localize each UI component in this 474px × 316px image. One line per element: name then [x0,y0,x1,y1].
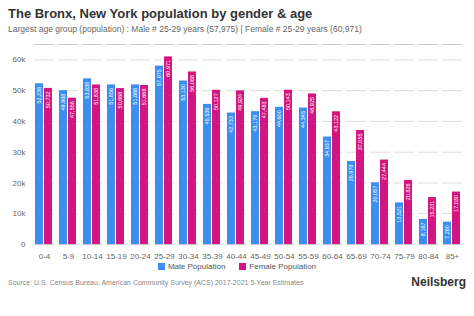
html-text:Neilsberg: Neilsberg [411,275,466,289]
svg-text:53,838: 53,838 [84,82,90,99]
svg-text:51,838: 51,838 [93,88,99,105]
svg-text:47,483: 47,483 [261,101,267,118]
svg-text:60k: 60k [13,55,27,64]
svg-text:20-24: 20-24 [130,252,151,260]
svg-text:52,236: 52,236 [36,87,42,104]
svg-text:60-64: 60-64 [322,252,343,260]
svg-text:27,444: 27,444 [381,163,387,180]
svg-text:10-14: 10-14 [82,252,103,260]
svg-text:8,167: 8,167 [420,222,426,236]
svg-text:75-79: 75-79 [394,252,415,260]
svg-text:15-19: 15-19 [106,252,127,260]
svg-text:35-39: 35-39 [202,252,223,260]
svg-text:17,030: 17,030 [453,195,459,212]
svg-text:26,978: 26,978 [348,164,354,181]
svg-text:80-84: 80-84 [418,252,439,260]
svg-text:0: 0 [21,240,26,249]
svg-text:43,179: 43,179 [252,115,258,132]
svg-text:44,600: 44,600 [276,110,282,127]
svg-text:40k: 40k [13,117,27,126]
svg-text:70-74: 70-74 [370,252,391,260]
svg-text:37,055: 37,055 [357,133,363,150]
svg-text:42,733: 42,733 [228,116,234,133]
svg-text:5-9: 5-9 [63,252,75,260]
svg-text:20k: 20k [13,179,27,188]
html-text:Female Population: Female Population [249,262,316,271]
html-text:The Bronx, New York population: The Bronx, New York population by gender… [8,6,313,21]
svg-text:50,143: 50,143 [285,93,291,110]
svg-text:44,345: 44,345 [300,111,306,128]
svg-text:50-54: 50-54 [274,252,295,260]
svg-text:30-34: 30-34 [178,252,199,260]
svg-text:34,937: 34,937 [324,140,330,157]
html-text:Male Population: Male Population [168,262,226,271]
svg-text:20,057: 20,057 [372,186,378,203]
svg-text:45,536: 45,536 [204,107,210,124]
svg-text:7,260: 7,260 [444,225,450,239]
svg-text:50,668: 50,668 [117,92,123,109]
html-text:Source: U.S. Census Bureau, Am: Source: U.S. Census Bureau, American Com… [8,278,304,286]
svg-text:20,826: 20,826 [405,183,411,200]
svg-text:56,068: 56,068 [189,75,195,92]
svg-text:45-49: 45-49 [250,252,271,260]
svg-text:55-59: 55-59 [298,252,319,260]
svg-text:50,732: 50,732 [45,91,51,108]
svg-text:50k: 50k [13,86,27,95]
svg-text:53,130: 53,130 [180,84,186,101]
svg-text:51,888: 51,888 [132,88,138,105]
svg-text:50,127: 50,127 [213,93,219,110]
svg-text:25-29: 25-29 [154,252,175,260]
svg-text:49,988: 49,988 [60,94,66,111]
svg-text:13,521: 13,521 [396,206,402,223]
svg-text:40-44: 40-44 [226,252,247,260]
svg-text:65-69: 65-69 [346,252,367,260]
svg-text:57,975: 57,975 [156,69,162,86]
svg-text:43,122: 43,122 [333,115,339,132]
svg-text:60,971: 60,971 [165,60,171,77]
svg-text:51,856: 51,856 [108,88,114,105]
svg-text:49,924: 49,924 [237,94,243,111]
svg-text:0-4: 0-4 [39,252,51,260]
svg-text:15,231: 15,231 [429,201,435,218]
html-text:Largest age group (population): Largest age group (population) : Male # … [8,24,362,34]
svg-text:47,556: 47,556 [69,101,75,118]
svg-text:51,668: 51,668 [141,89,147,106]
svg-text:85+: 85+ [446,252,460,260]
svg-text:10k: 10k [13,209,27,218]
svg-text:30k: 30k [13,148,27,157]
svg-text:48,925: 48,925 [309,97,315,114]
